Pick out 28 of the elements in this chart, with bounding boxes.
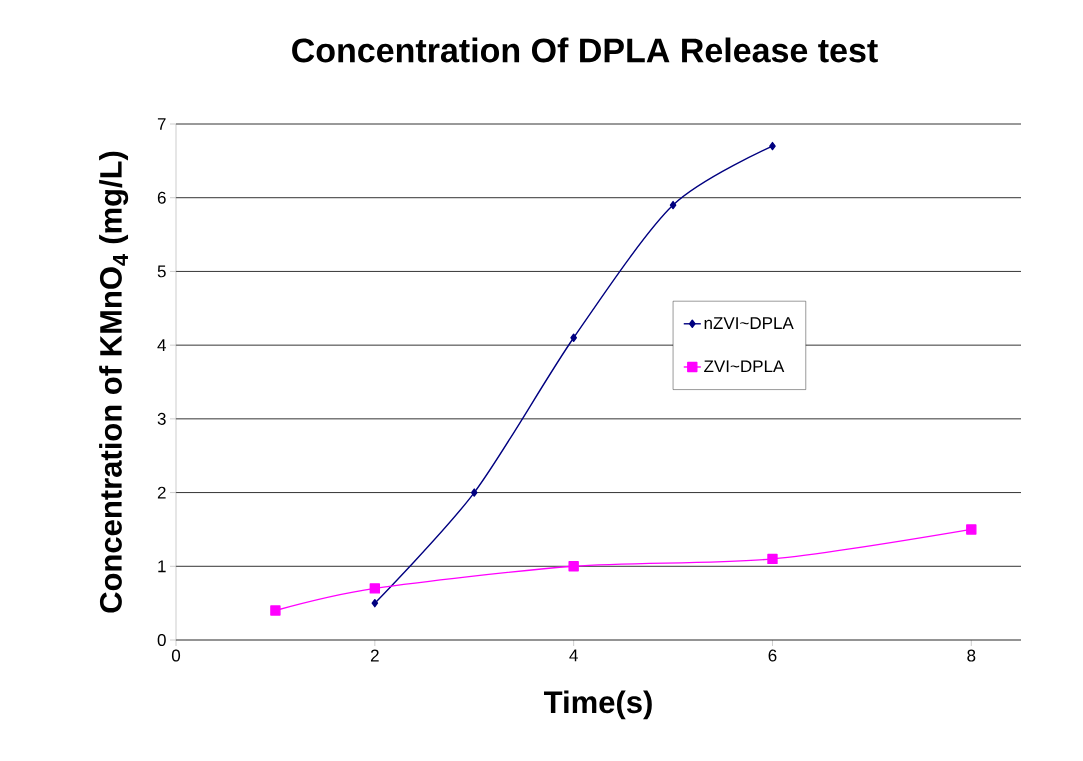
y-tick-label: 0 [157,633,166,647]
legend-label: ZVI~DPLA [704,360,785,373]
y-tick-label: 3 [157,412,166,425]
y-tick-label: 1 [158,560,166,573]
x-tick-label: 8 [967,649,976,662]
x-axis-title: Time(s) [544,690,652,720]
point [570,333,577,342]
x-tick-label: 6 [768,649,777,662]
point [769,141,776,151]
y-tick-label: 4 [157,339,166,351]
point [270,605,281,616]
y-tick-label: 7 [157,118,166,130]
y-tick-label: 2 [157,486,166,499]
point [371,598,379,608]
y-tick-label: 5 [157,265,166,278]
legend-label: nZVI~DPLA [704,317,794,329]
point [966,524,977,535]
point [669,200,677,210]
y-tick-label: 6 [157,191,166,204]
point [470,488,478,497]
chart-title: Concentration Of DPLA Release test [292,37,878,63]
x-tick-label: 2 [370,649,379,662]
point [568,561,579,572]
point [369,583,381,594]
point [767,553,778,565]
x-tick-label: 4 [569,649,578,662]
y-axis-title: Concentration of KMnO$_{4}$ (mg/L) [99,151,129,613]
x-tick-label: 0 [171,649,181,662]
